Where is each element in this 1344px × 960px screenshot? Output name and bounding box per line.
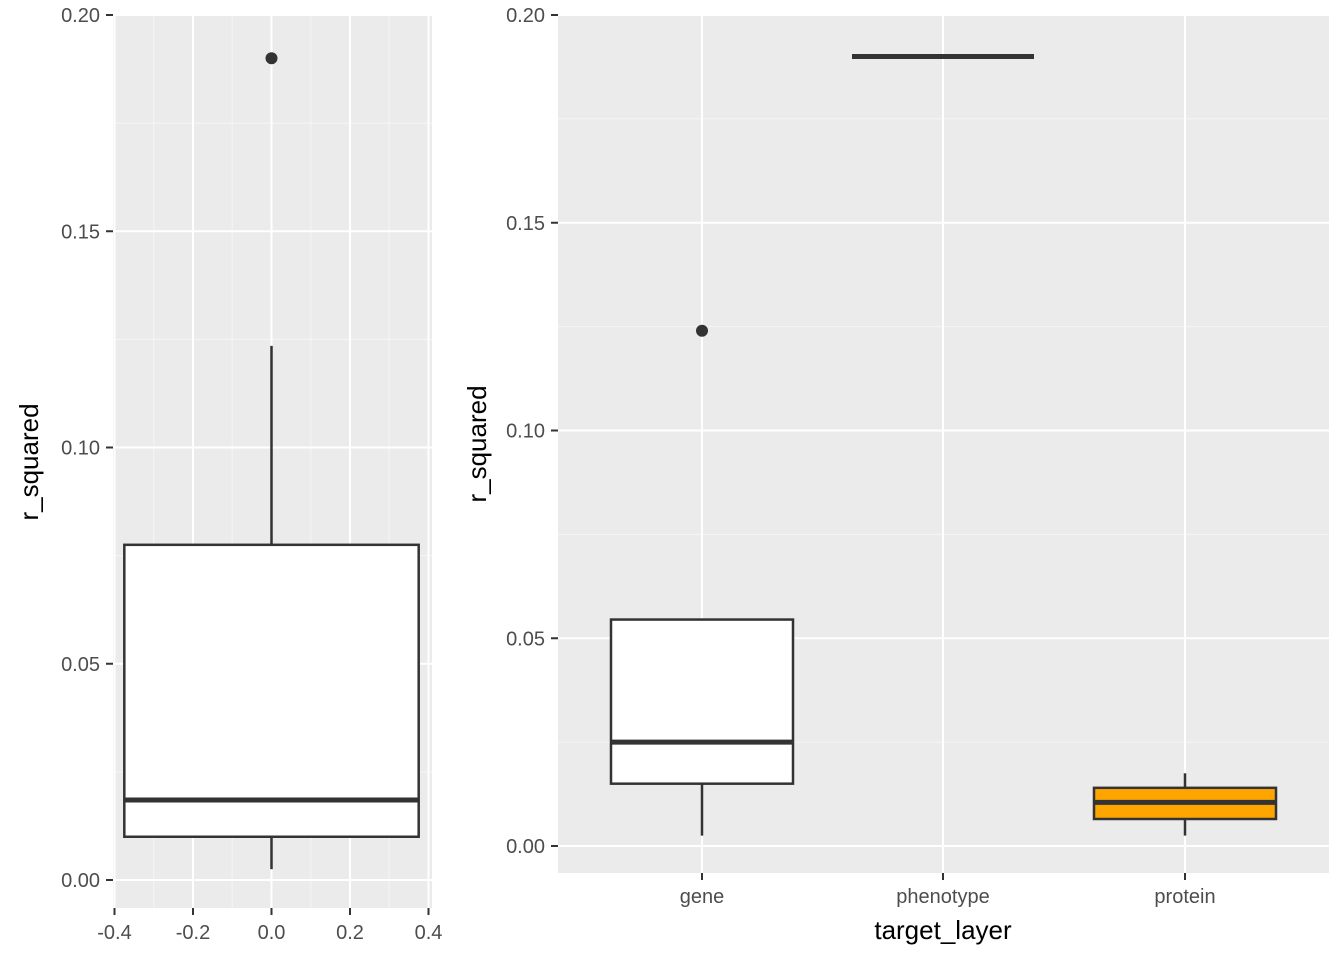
right-panel-axes: 0.00 0.05 0.10 0.15 0.20 gene phenotype protein [506,5,1216,908]
y-tick-label: 0.00 [506,836,545,858]
left-panel-marks [123,52,420,870]
y-tick-label: 0.10 [61,438,100,460]
outlier-point [265,52,278,65]
y-tick-label: 0.10 [506,421,545,443]
x-tick-label: 0.0 [258,922,286,944]
y-tick-label: 0.05 [61,654,100,676]
right-panel-marks [609,54,1278,836]
left-y-axis-title: r_squared [14,403,44,520]
right-boxplot-panel: 0.00 0.05 0.10 0.15 0.20 gene phenotype protein… [462,5,1329,945]
y-tick-label: 0.05 [506,628,545,650]
y-tick-label: 0.20 [506,5,545,27]
x-tick-label: protein [1154,886,1215,908]
x-tick-label: -0.4 [97,922,131,944]
left-panel-axes: 0.00 0.05 0.10 0.15 0.20 -0.4 -0.2 0.0 0.2 0.4 [61,5,442,944]
y-tick-label: 0.15 [506,213,545,235]
outlier-point [696,324,708,337]
right-x-axis-title: target_layer [874,915,1012,945]
box-iqr [609,618,795,785]
x-tick-label: gene [680,886,725,908]
right-y-axis-title: r_squared [462,385,492,502]
box-iqr [123,543,420,838]
y-tick-label: 0.15 [61,221,100,243]
x-tick-label: -0.2 [176,922,210,944]
y-tick-label: 0.00 [61,870,100,892]
x-tick-label: phenotype [896,886,989,908]
y-tick-label: 0.20 [61,5,100,27]
left-boxplot-panel: 0.00 0.05 0.10 0.15 0.20 -0.4 -0.2 0.0 0.2 0.4 r_… [14,5,442,944]
x-tick-label: 0.2 [336,922,364,944]
x-tick-label: 0.4 [415,922,443,944]
